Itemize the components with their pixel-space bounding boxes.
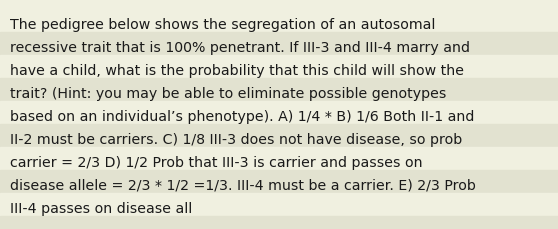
Text: disease allele = 2/3 * 1/2 =1/3. III-4 must be a carrier. E) 2/3 Prob: disease allele = 2/3 * 1/2 =1/3. III-4 m… (10, 178, 476, 192)
Bar (0, 216, 558, 229)
Text: The pedigree below shows the segregation of an autosomal: The pedigree below shows the segregation… (10, 18, 435, 32)
Text: III-4 passes on disease all: III-4 passes on disease all (10, 201, 193, 215)
Bar (0, 147, 558, 170)
Bar (0, 101, 558, 124)
Bar (0, 56, 558, 79)
Text: trait? (Hint: you may be able to eliminate possible genotypes: trait? (Hint: you may be able to elimina… (10, 87, 446, 101)
Text: have a child, what is the probability that this child will show the: have a child, what is the probability th… (10, 64, 464, 78)
Text: based on an individual’s phenotype). A) 1/4 * B) 1/6 Both II-1 and: based on an individual’s phenotype). A) … (10, 109, 474, 123)
Bar (0, 170, 558, 193)
Text: recessive trait that is 100% penetrant. If III-3 and III-4 marry and: recessive trait that is 100% penetrant. … (10, 41, 470, 55)
Bar (0, 33, 558, 56)
Text: II-2 must be carriers. C) 1/8 III-3 does not have disease, so prob: II-2 must be carriers. C) 1/8 III-3 does… (10, 132, 462, 146)
Bar (0, 193, 558, 216)
Bar (0, 10, 558, 33)
Text: carrier = 2/3 D) 1/2 Prob that III-3 is carrier and passes on: carrier = 2/3 D) 1/2 Prob that III-3 is … (10, 155, 422, 169)
Bar (0, 79, 558, 101)
Bar (0, 124, 558, 147)
